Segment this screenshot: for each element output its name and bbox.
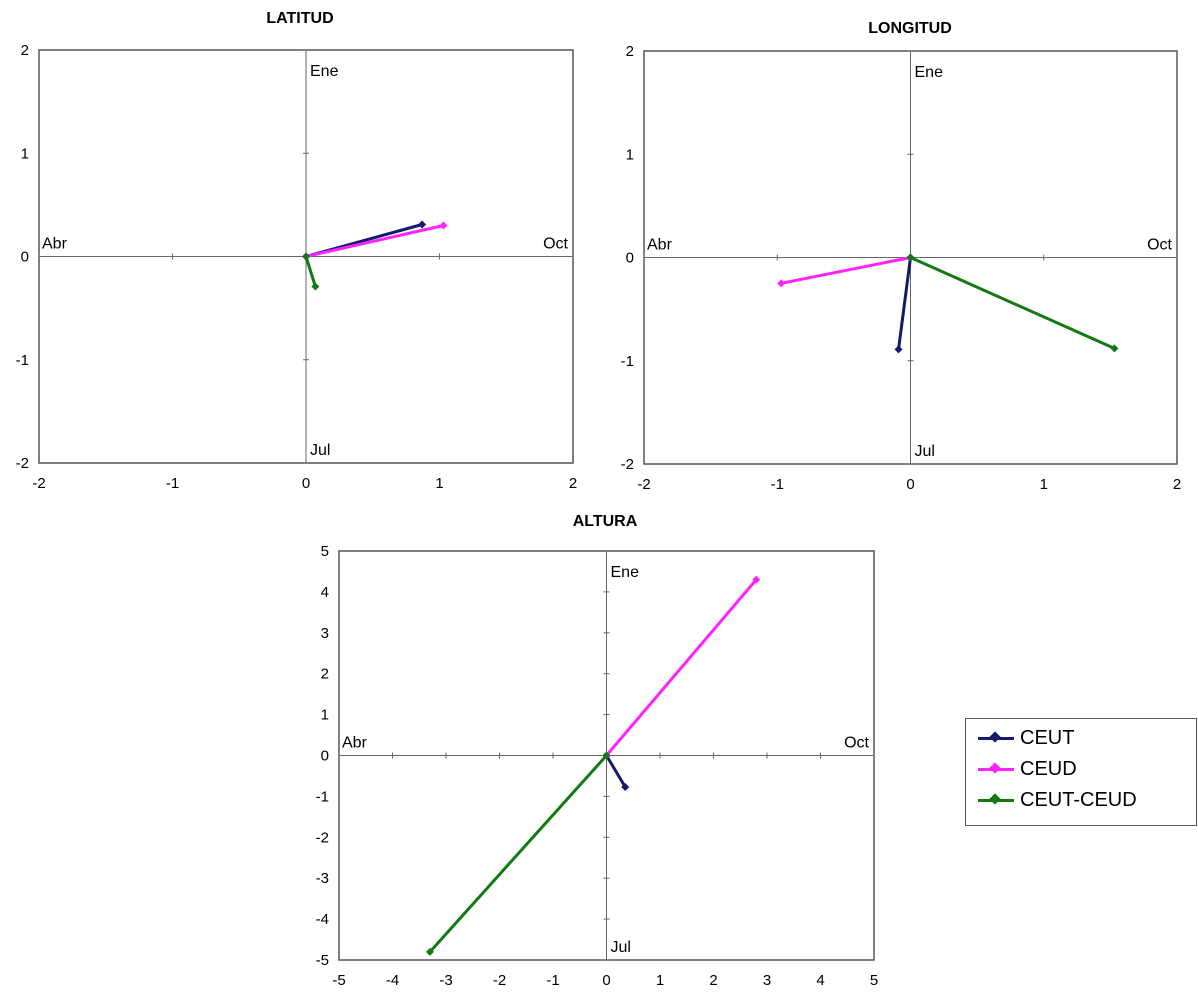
y-tick-label: 0 xyxy=(626,250,634,267)
x-tick-label: 2 xyxy=(569,475,577,492)
x-tick-label: 2 xyxy=(1173,476,1181,493)
x-tick-label: 1 xyxy=(656,972,664,989)
legend-label: CEUT xyxy=(1020,727,1075,749)
y-tick-label: 2 xyxy=(626,43,634,60)
x-tick-label: 5 xyxy=(870,972,878,989)
x-tick-label: -2 xyxy=(637,476,650,493)
y-tick-label: -1 xyxy=(316,788,329,805)
y-tick-label: 3 xyxy=(321,625,329,642)
legend: CEUT CEUD CEUT-CEUD xyxy=(965,718,1197,826)
series-line-ceut-ceud xyxy=(428,754,608,953)
chart-title: ALTURA xyxy=(572,513,638,530)
x-tick-label: -1 xyxy=(166,475,179,492)
axis-label-right: Oct xyxy=(543,236,568,253)
y-tick-label: -1 xyxy=(621,353,634,370)
series-point-ceut-ceud xyxy=(906,253,915,262)
chart-longitud: LONGITUD -2 -1 0 1 2 -2 -1 0 1 2 Ene Jul Abr Oct xyxy=(600,0,1198,500)
x-tick-label: -2 xyxy=(493,972,506,989)
chart-title: LONGITUD xyxy=(868,20,952,37)
x-tick-label: 4 xyxy=(816,972,824,989)
axis-label-top: Ene xyxy=(611,564,640,581)
y-tick-label: -1 xyxy=(16,352,29,369)
plot-svg: -5 -4 -3 -2 -1 0 1 2 3 4 5 -5 -4 -3 -2 -1 0 1 2 3 4 5 Ene Jul Ab… xyxy=(316,543,879,989)
legend-item-ceud: CEUD xyxy=(978,754,1196,785)
x-tick-label: 0 xyxy=(906,476,914,493)
axis-label-left: Abr xyxy=(647,237,673,254)
series-point-ceut-ceud xyxy=(425,947,434,956)
legend-line-ceut xyxy=(978,731,1014,743)
legend-line-ceut-ceud xyxy=(978,793,1014,805)
y-tick-label: 0 xyxy=(321,748,329,765)
y-tick-label: 1 xyxy=(626,146,634,163)
y-tick-label: 0 xyxy=(21,249,29,266)
series-line-ceut xyxy=(605,754,627,788)
axis-label-left: Abr xyxy=(342,735,368,752)
legend-label: CEUD xyxy=(1020,758,1077,780)
y-tick-label: -3 xyxy=(316,870,329,887)
axis-label-bottom: Jul xyxy=(611,939,631,956)
series-line-ceut-ceud xyxy=(909,256,1115,350)
axis-label-left: Abr xyxy=(42,236,68,253)
x-tick-label: 1 xyxy=(435,475,443,492)
legend-item-ceut: CEUT xyxy=(978,723,1196,754)
diamond-marker-icon xyxy=(989,731,1001,743)
y-tick-label: -2 xyxy=(621,456,634,473)
series-point-ceut xyxy=(621,782,630,791)
series-line-ceut-ceud xyxy=(304,256,317,287)
x-tick-label: -1 xyxy=(546,972,559,989)
legend-item-ceut-ceud: CEUT-CEUD xyxy=(978,785,1196,816)
axis-label-top: Ene xyxy=(310,63,339,80)
y-tick-label: -4 xyxy=(316,911,329,928)
x-tick-label: -4 xyxy=(386,972,399,989)
x-tick-label: -5 xyxy=(332,972,345,989)
series-line-ceud xyxy=(605,578,758,757)
axis-label-top: Ene xyxy=(915,64,944,81)
legend-label: CEUT-CEUD xyxy=(1020,789,1137,811)
series-point-ceud xyxy=(777,279,786,288)
x-tick-label: 0 xyxy=(302,475,310,492)
y-tick-label: 4 xyxy=(321,584,329,601)
series-point-ceut-ceud xyxy=(302,252,310,261)
y-tick-label: -2 xyxy=(316,829,329,846)
series-line-ceut xyxy=(897,257,912,350)
diamond-marker-icon xyxy=(989,762,1001,774)
axis-label-right: Oct xyxy=(844,735,869,752)
series-point-ceut xyxy=(418,220,427,229)
x-tick-label: -1 xyxy=(771,476,784,493)
x-tick-label: -3 xyxy=(439,972,452,989)
series-line-ceud xyxy=(780,256,911,285)
y-tick-label: 1 xyxy=(321,707,329,724)
x-tick-label: 2 xyxy=(709,972,717,989)
y-tick-label: 2 xyxy=(321,666,329,683)
y-tick-label: 5 xyxy=(321,543,329,560)
axis-label-right: Oct xyxy=(1147,237,1172,254)
diamond-marker-icon xyxy=(989,793,1001,805)
y-tick-label: -5 xyxy=(316,952,329,969)
x-tick-label: -2 xyxy=(32,475,45,492)
x-tick-label: 1 xyxy=(1040,476,1048,493)
y-tick-label: 2 xyxy=(21,42,29,59)
y-tick-label: 1 xyxy=(21,145,29,162)
chart-latitud: LATITUD -2 -1 0 1 2 -2 -1 0 1 2 Ene Jul Abr Oct xyxy=(0,0,600,500)
axis-label-bottom: Jul xyxy=(310,442,330,459)
x-tick-label: 3 xyxy=(763,972,771,989)
series-point-ceut-ceud xyxy=(311,282,320,291)
chart-altura: ALTURA -5 -4 -3 -2 -1 0 1 2 3 4 5 -5 -4 -3 -2 -1 0 1 2 3 4 5 E… xyxy=(300,500,900,992)
series-line-ceud xyxy=(305,224,444,258)
plot-svg: -2 -1 0 1 2 -2 -1 0 1 2 Ene Jul Abr Oct xyxy=(621,43,1182,493)
legend-line-ceud xyxy=(978,762,1014,774)
series-point-ceud xyxy=(752,575,761,584)
series-point-ceud xyxy=(439,221,448,230)
series-point-ceut-ceud xyxy=(1110,344,1119,353)
plot-svg: -2 -1 0 1 2 -2 -1 0 1 2 Ene Jul Abr Oct xyxy=(16,42,578,492)
series-point-ceut xyxy=(894,345,903,354)
y-tick-label: -2 xyxy=(16,455,29,472)
axis-label-bottom: Jul xyxy=(915,443,935,460)
series-point-ceut-ceud xyxy=(602,751,611,760)
x-tick-label: 0 xyxy=(602,972,610,989)
chart-title: LATITUD xyxy=(266,10,334,27)
